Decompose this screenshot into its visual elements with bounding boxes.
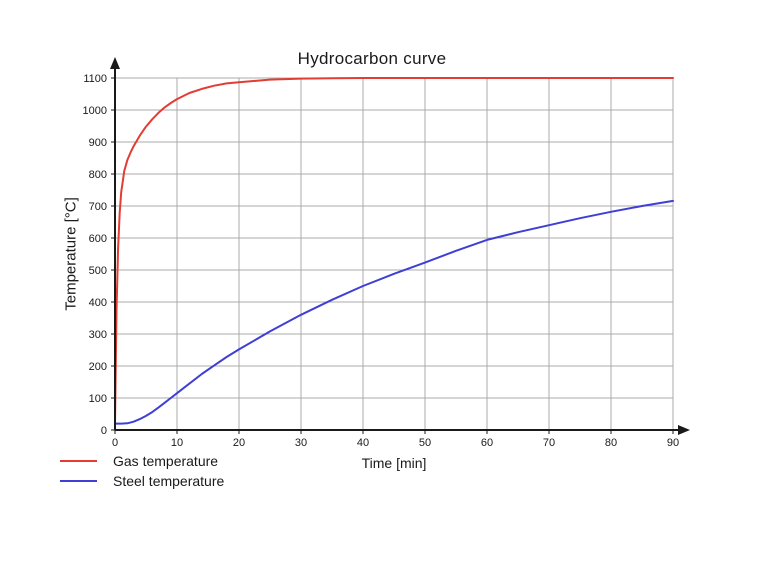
- svg-text:200: 200: [89, 361, 107, 373]
- svg-text:40: 40: [357, 437, 369, 449]
- steel-line-swatch: [60, 480, 97, 482]
- gas-line-swatch: [60, 460, 97, 462]
- svg-text:1100: 1100: [83, 73, 107, 85]
- legend: Gas temperature Steel temperature: [60, 451, 224, 491]
- svg-text:500: 500: [89, 265, 107, 277]
- chart-title: Hydrocarbon curve: [297, 49, 447, 68]
- x-axis-label: Time [min]: [361, 455, 427, 471]
- svg-text:700: 700: [89, 201, 107, 213]
- svg-text:70: 70: [543, 437, 555, 449]
- svg-text:0: 0: [112, 437, 118, 449]
- svg-text:100: 100: [89, 393, 107, 405]
- svg-text:1000: 1000: [83, 105, 107, 117]
- svg-text:400: 400: [89, 297, 107, 309]
- svg-text:0: 0: [101, 425, 107, 437]
- svg-text:30: 30: [295, 437, 307, 449]
- svg-text:80: 80: [605, 437, 617, 449]
- legend-item-steel: Steel temperature: [60, 471, 224, 491]
- svg-text:20: 20: [233, 437, 245, 449]
- svg-text:60: 60: [481, 437, 493, 449]
- svg-text:300: 300: [89, 329, 107, 341]
- y-axis-label: Temperature [°C]: [62, 197, 80, 311]
- svg-text:900: 900: [89, 137, 107, 149]
- legend-item-gas: Gas temperature: [60, 451, 224, 471]
- svg-text:600: 600: [89, 233, 107, 245]
- svg-text:800: 800: [89, 169, 107, 181]
- legend-label-steel: Steel temperature: [113, 473, 225, 489]
- svg-text:10: 10: [171, 437, 183, 449]
- svg-text:50: 50: [419, 437, 431, 449]
- svg-text:90: 90: [667, 437, 679, 449]
- legend-label-gas: Gas temperature: [113, 453, 219, 469]
